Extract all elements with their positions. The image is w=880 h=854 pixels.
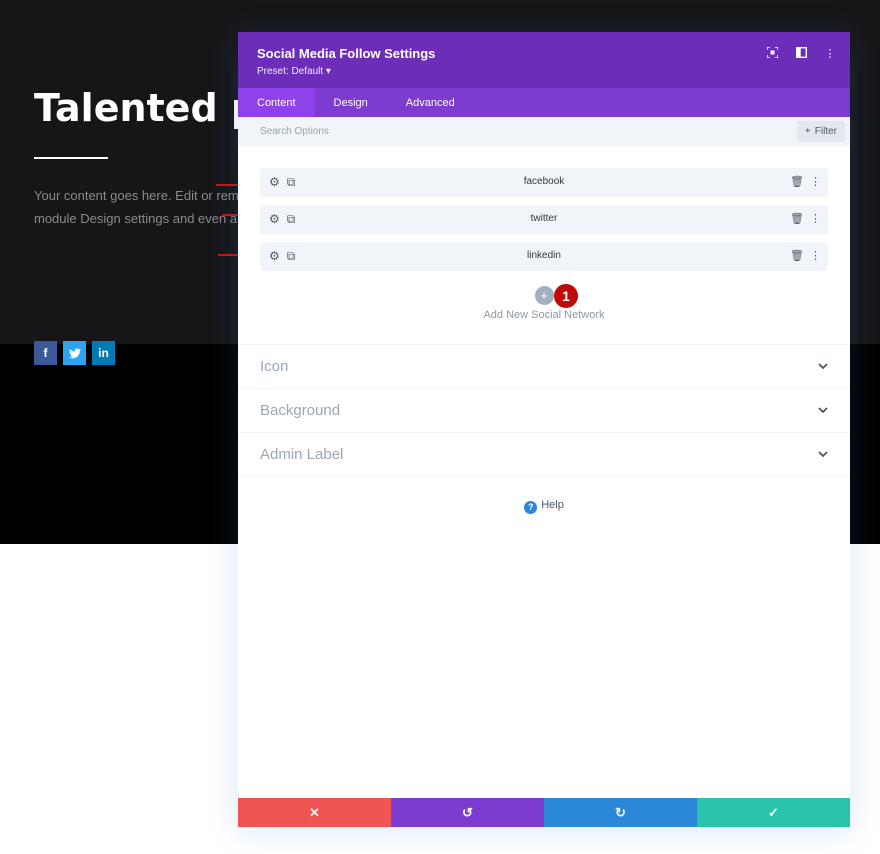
close-icon: ✕ (309, 804, 320, 820)
filter-button[interactable]: + Filter (796, 121, 845, 142)
tab-design[interactable]: Design (333, 96, 368, 109)
trash-icon[interactable]: 🗑 (790, 250, 804, 262)
add-network-area: + Add New Social Network (238, 286, 850, 321)
search-bar: Search Options + Filter (238, 117, 850, 146)
gear-icon[interactable]: ⚙ (269, 175, 280, 189)
section-admin-label[interactable]: Admin Label (238, 432, 850, 476)
redo-button[interactable]: ↻ (544, 798, 697, 827)
hero-divider (34, 157, 108, 159)
settings-modal: Social Media Follow Settings Preset: Def… (238, 32, 850, 827)
split-view-icon[interactable] (795, 46, 807, 61)
hero-text: Your content goes here. Edit or remo mod… (34, 188, 246, 226)
focus-icon[interactable] (765, 46, 779, 61)
facebook-icon[interactable]: f (34, 341, 57, 365)
cancel-button[interactable]: ✕ (238, 798, 391, 827)
duplicate-icon[interactable]: ⧉ (286, 249, 296, 263)
help-icon: ? (524, 501, 538, 514)
modal-header: Social Media Follow Settings Preset: Def… (238, 32, 850, 88)
list-item-facebook[interactable]: ⚙ ⧉ facebook 🗑 ⋮ (260, 168, 828, 197)
save-button[interactable]: ✓ (697, 798, 850, 827)
add-network-button[interactable]: + (534, 286, 554, 305)
section-label: Icon (260, 358, 289, 375)
gear-icon[interactable]: ⚙ (269, 212, 280, 226)
help-label: Help (541, 499, 564, 511)
help-link[interactable]: ? Help (238, 499, 850, 514)
redo-icon: ↻ (615, 804, 626, 820)
tab-content[interactable]: Content (238, 88, 315, 117)
section-background[interactable]: Background (238, 388, 850, 432)
duplicate-icon[interactable]: ⧉ (286, 212, 296, 226)
preset-selector[interactable]: Preset: Default ▾ (257, 66, 331, 77)
add-network-label[interactable]: Add New Social Network (483, 309, 605, 321)
filter-label: Filter (814, 126, 837, 137)
modal-title: Social Media Follow Settings (257, 46, 436, 61)
linkedin-icon[interactable]: in (92, 341, 115, 365)
search-input[interactable]: Search Options (260, 126, 329, 137)
chevron-down-icon (818, 447, 828, 461)
twitter-icon[interactable] (63, 341, 86, 365)
trash-icon[interactable]: 🗑 (790, 176, 804, 188)
chevron-down-icon (818, 359, 828, 373)
check-icon: ✓ (768, 804, 779, 820)
chevron-down-icon (818, 403, 828, 417)
gear-icon[interactable]: ⚙ (269, 249, 280, 263)
header-icons: ⋮ (765, 46, 836, 61)
duplicate-icon[interactable]: ⧉ (286, 175, 296, 189)
list-item-twitter[interactable]: ⚙ ⧉ twitter 🗑 ⋮ (260, 205, 828, 234)
modal-footer: ✕ ↺ ↻ ✓ (238, 798, 850, 827)
section-icon[interactable]: Icon (238, 344, 850, 388)
more-icon[interactable]: ⋮ (810, 176, 821, 188)
twitter-bird-icon (68, 348, 81, 358)
social-network-list: ⚙ ⧉ facebook 🗑 ⋮ ⚙ ⧉ twitter 🗑 ⋮ ⚙ ⧉ (260, 168, 828, 279)
social-icons-row: f in (34, 341, 115, 365)
tab-advanced[interactable]: Advanced (405, 96, 455, 109)
undo-icon: ↺ (462, 804, 473, 820)
tab-bar: Content Design Advanced (238, 88, 850, 117)
more-icon[interactable]: ⋮ (810, 213, 821, 225)
more-icon[interactable]: ⋮ (810, 250, 821, 262)
annotation-badge: 1 (554, 284, 578, 308)
section-label: Background (260, 402, 341, 419)
plus-icon: + (804, 126, 811, 137)
section-label: Admin Label (260, 446, 344, 463)
network-label: facebook (523, 176, 565, 187)
network-label: twitter (530, 213, 558, 224)
trash-icon[interactable]: 🗑 (790, 213, 804, 225)
list-item-linkedin[interactable]: ⚙ ⧉ linkedin 🗑 ⋮ (260, 242, 828, 271)
network-label: linkedin (527, 250, 561, 261)
more-options-icon[interactable]: ⋮ (824, 48, 836, 60)
undo-button[interactable]: ↺ (391, 798, 544, 827)
